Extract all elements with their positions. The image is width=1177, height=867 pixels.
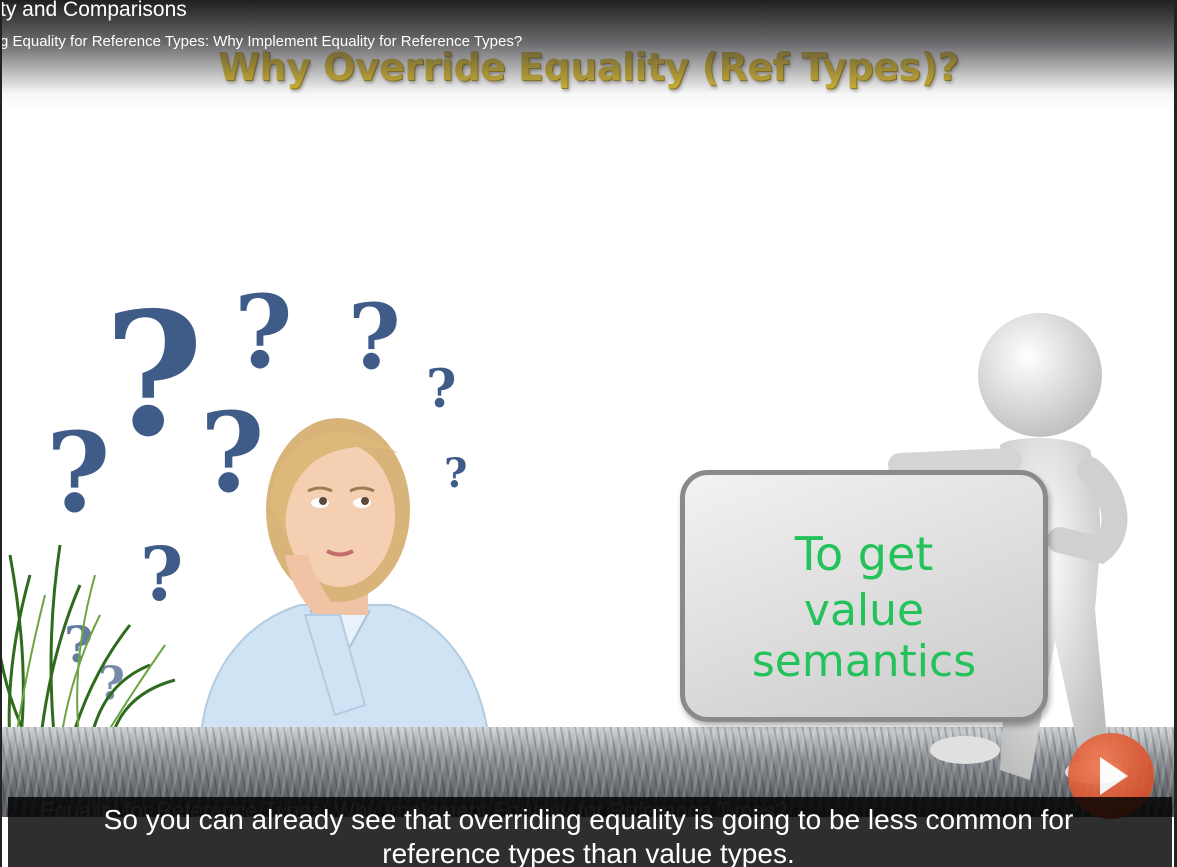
message-sign: To get value semantics bbox=[680, 470, 1048, 722]
thinking-woman-image bbox=[190, 415, 500, 745]
question-mark-icon: ? bbox=[348, 292, 401, 382]
question-mark-icon: ? bbox=[46, 418, 110, 528]
caption-line-2: reference types than value types. bbox=[0, 838, 1177, 867]
grass-image bbox=[0, 545, 200, 745]
question-mark-icon: ? bbox=[234, 282, 293, 382]
left-border bbox=[0, 0, 2, 867]
question-mark-icon: ? bbox=[104, 290, 204, 460]
play-icon bbox=[1100, 757, 1128, 795]
clip-title: g Equality for Reference Types: Why Impl… bbox=[0, 33, 522, 50]
question-mark-icon: ? bbox=[426, 364, 456, 416]
sign-text-line1: To get bbox=[685, 527, 1043, 581]
course-title: ty and Comparisons bbox=[0, 0, 187, 22]
sign-text-line2: value semantics bbox=[685, 585, 1043, 687]
caption-line-1: So you can already see that overriding e… bbox=[0, 804, 1177, 836]
